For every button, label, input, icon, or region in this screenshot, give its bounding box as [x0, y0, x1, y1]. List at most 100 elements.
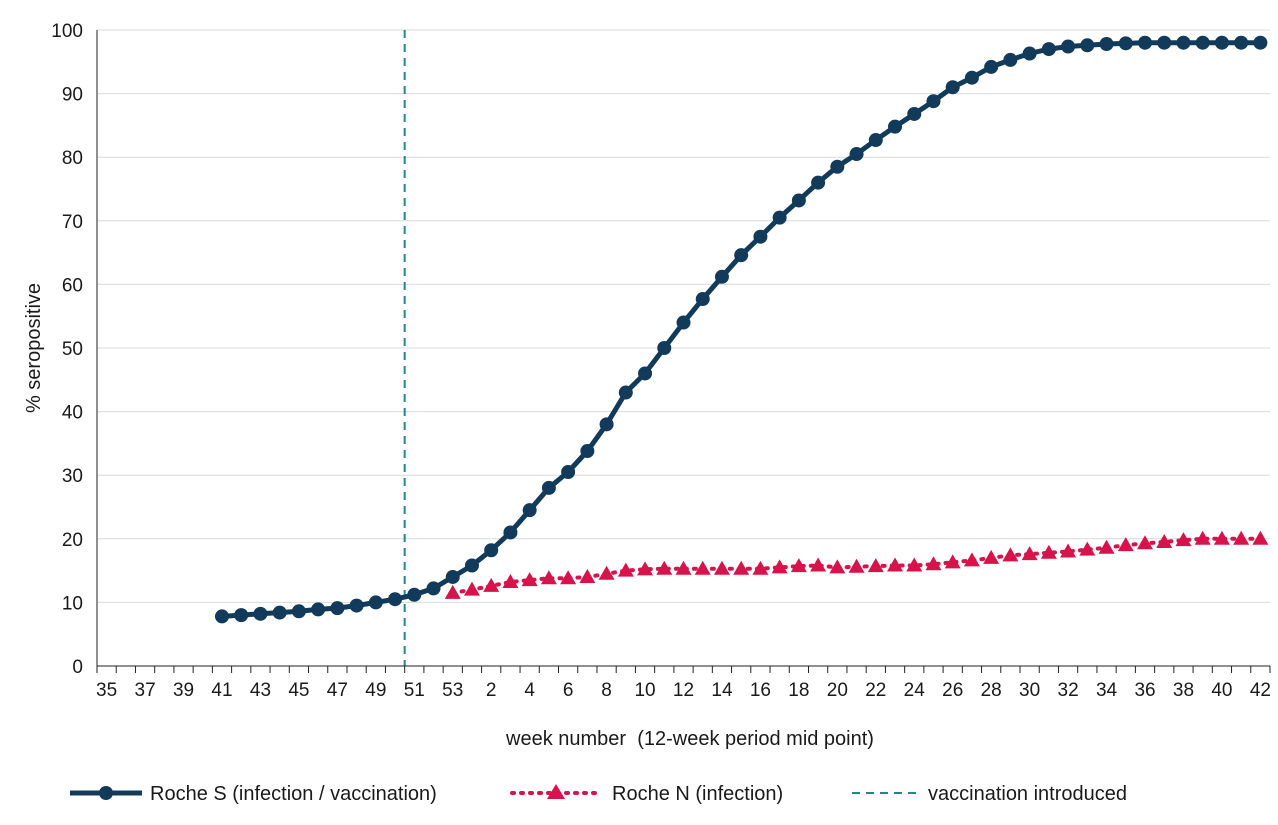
y-tick-label-80: 80: [62, 148, 83, 169]
series-roche-n-point: [790, 558, 807, 573]
series-roche-n-point: [656, 560, 673, 575]
x-tick-label-49: 49: [365, 680, 386, 701]
series-roche-s-point: [1138, 35, 1153, 50]
x-tick-label-47: 47: [327, 680, 348, 701]
legend-item-roche-s: Roche S (infection / vaccination): [70, 783, 437, 805]
series-roche-s-point: [1234, 35, 1249, 50]
y-tick-label-50: 50: [62, 339, 83, 360]
series-roche-s-point: [599, 417, 614, 432]
series-roche-n-point: [1252, 530, 1269, 545]
series-roche-n-point: [1098, 539, 1115, 554]
series-roche-s-point: [426, 581, 441, 596]
x-tick-label-32: 32: [1058, 680, 1079, 701]
series-roche-s-point: [214, 609, 229, 624]
series-roche-n-point: [925, 556, 942, 571]
legend: Roche S (infection / vaccination) Roche …: [70, 783, 1127, 805]
series-roche-n-point: [887, 557, 904, 572]
series-roche-s-point: [830, 159, 845, 174]
x-tick-label-43: 43: [250, 680, 271, 701]
series-roche-s-point: [1041, 42, 1056, 57]
x-tick-label-40: 40: [1211, 680, 1232, 701]
series-roche-s-point: [734, 248, 749, 263]
series-roche-s-point: [964, 70, 979, 85]
series-roche-s-point: [676, 315, 691, 330]
series-roche-s-point: [522, 503, 537, 518]
series-roche-s-line: [221, 40, 1261, 619]
x-tick-label-39: 39: [173, 680, 194, 701]
series-roche-s-point: [714, 269, 729, 284]
y-tick-label-0: 0: [72, 657, 83, 678]
series-roche-s-point: [253, 606, 268, 621]
axes: [96, 30, 1271, 673]
series-roche-n-point: [963, 552, 980, 567]
series-roche-s-point: [772, 210, 787, 225]
y-tick-label-40: 40: [62, 403, 83, 424]
x-tick-label-8: 8: [601, 680, 612, 701]
series-roche-s-point: [484, 543, 499, 558]
series-roche-s-point: [1118, 36, 1133, 51]
series-roche-n-point: [444, 584, 461, 599]
series-roche-n-point: [637, 561, 654, 576]
gridlines: [97, 29, 1270, 603]
x-tick-label-6: 6: [563, 680, 574, 701]
series-roche-s-point: [388, 592, 403, 607]
series-roche-s-point: [1195, 35, 1210, 50]
x-tick-label-30: 30: [1019, 680, 1040, 701]
legend-roche-s-swatch-marker: [99, 786, 113, 800]
legend-item-roche-n: Roche N (infection): [510, 783, 783, 805]
series-roche-n-point: [1175, 532, 1192, 547]
series-roche-s-point: [849, 147, 864, 162]
series-roche-n-point: [1002, 547, 1019, 562]
x-tick-label-28: 28: [981, 680, 1002, 701]
series-roche-n-point: [829, 559, 846, 574]
series-roche-s-point: [926, 94, 941, 109]
series-roche-s-point: [945, 80, 960, 95]
series-roche-n-point: [1156, 533, 1173, 548]
series-roche-n-point: [1060, 543, 1077, 558]
series-roche-n-point: [1117, 537, 1134, 552]
series-roche-s-point: [407, 587, 422, 602]
x-tick-label-26: 26: [942, 680, 963, 701]
y-tick-labels: 0 10 20 30 40 50 60 70 80 90 100: [51, 21, 83, 678]
series-roche-n-point: [944, 554, 961, 569]
series-roche-s-point: [695, 292, 710, 307]
y-tick-label-90: 90: [62, 85, 83, 106]
series-roche-s-point: [1099, 36, 1114, 51]
x-tick-label-36: 36: [1134, 680, 1155, 701]
series-roche-n-point: [1040, 544, 1057, 559]
x-tick-label-53: 53: [442, 680, 463, 701]
x-tick-label-14: 14: [711, 680, 733, 701]
series-roche-n-point: [1194, 530, 1211, 545]
series-roche-n-point: [675, 560, 692, 575]
series-roche-n-point: [540, 570, 557, 585]
x-tick-label-45: 45: [288, 680, 309, 701]
series-roche-n-point: [906, 557, 923, 572]
x-tick-label-41: 41: [211, 680, 232, 701]
y-axis-title: % seropositive: [23, 283, 45, 413]
series-roche-s-point: [561, 465, 576, 480]
x-tick-labels: 35 37 39 41 43 45 47 49 51 53 2 4 6 8 10 12 14 16 18 20 22 24…: [96, 680, 1271, 701]
x-tick-label-37: 37: [135, 680, 156, 701]
series-roche-s-point: [368, 595, 383, 610]
series-roche-s-point: [464, 558, 479, 573]
series-roche-s-point: [984, 59, 999, 74]
x-tick-label-35: 35: [96, 680, 117, 701]
series-roche-s-point: [1157, 35, 1172, 50]
series-roche-n-point: [752, 560, 769, 575]
series-roche-s-point: [349, 598, 364, 613]
series-roche-n-point: [1233, 530, 1250, 545]
x-tick-label-2: 2: [486, 680, 497, 701]
x-tick-label-12: 12: [673, 680, 694, 701]
series-roche-n-point: [983, 549, 1000, 564]
series-roche-n-point: [1137, 535, 1154, 550]
x-tick-label-34: 34: [1096, 680, 1118, 701]
legend-roche-n-swatch-marker: [547, 784, 565, 799]
series-roche-s-point: [311, 602, 326, 617]
series-roche-s-point: [503, 525, 518, 540]
series-layer: [214, 35, 1269, 624]
series-roche-n-point: [463, 581, 480, 596]
series-roche-n-point: [1021, 546, 1038, 561]
x-tick-label-42: 42: [1250, 680, 1271, 701]
y-tick-label-10: 10: [62, 593, 83, 614]
series-roche-s-point: [1253, 35, 1268, 50]
